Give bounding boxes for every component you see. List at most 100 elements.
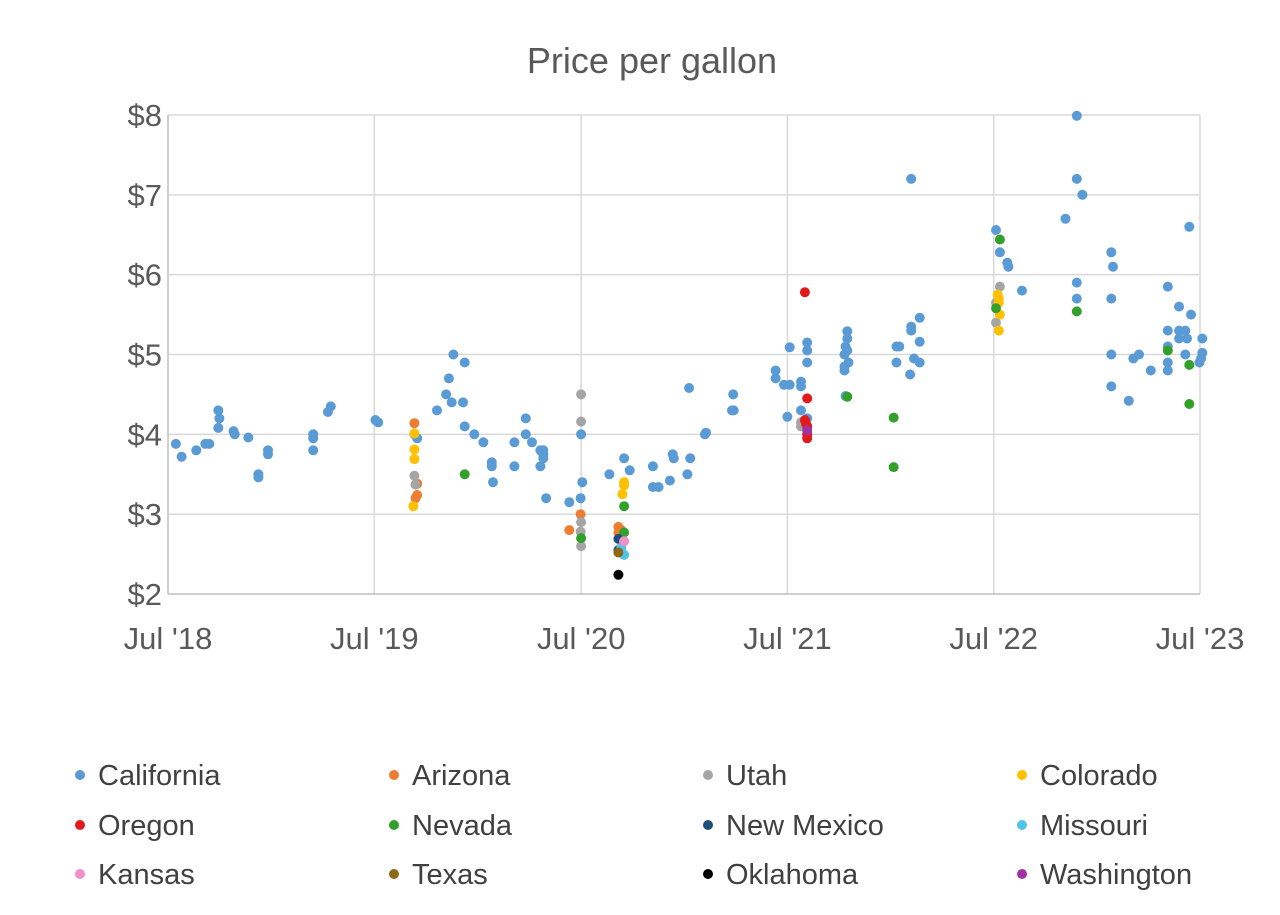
point-california xyxy=(1123,395,1134,406)
point-nevada xyxy=(459,469,470,480)
point-california xyxy=(701,427,711,438)
point-california xyxy=(682,469,693,480)
point-nevada xyxy=(842,391,853,402)
point-california xyxy=(213,405,224,416)
point-california xyxy=(1182,333,1192,344)
point-california xyxy=(204,438,215,449)
point-california xyxy=(191,445,202,456)
point-colorado xyxy=(993,325,1004,336)
point-nevada xyxy=(1184,399,1195,409)
point-utah xyxy=(409,470,420,481)
legend-label: Oregon xyxy=(98,810,195,842)
point-california xyxy=(664,475,675,486)
point-utah xyxy=(576,541,587,552)
point-california xyxy=(728,405,739,416)
point-california xyxy=(1184,221,1195,232)
point-california xyxy=(486,461,497,472)
point-california xyxy=(1145,365,1156,376)
point-california xyxy=(170,438,181,449)
y-tick-label: $7 xyxy=(128,178,162,213)
point-nevada xyxy=(1071,306,1082,317)
point-california xyxy=(914,357,925,368)
point-nevada xyxy=(888,412,899,423)
data-points xyxy=(170,110,1208,580)
point-california xyxy=(564,497,575,508)
point-nevada xyxy=(994,234,1005,245)
legend-label: Kansas xyxy=(98,859,195,891)
point-california xyxy=(1060,213,1071,224)
legend-item-missouri: Missouri xyxy=(1017,810,1148,842)
point-california xyxy=(1134,349,1144,360)
legend-label: New Mexico xyxy=(726,810,884,842)
x-tick-label: Jul '22 xyxy=(949,621,1038,656)
point-california xyxy=(538,449,549,460)
point-nevada xyxy=(991,303,1001,314)
point-california xyxy=(1071,293,1082,304)
point-california xyxy=(1162,281,1173,292)
point-california xyxy=(575,493,586,504)
point-california xyxy=(325,401,336,412)
point-nevada xyxy=(1184,359,1195,370)
point-california xyxy=(891,357,902,368)
point-california xyxy=(176,451,187,462)
point-california xyxy=(782,411,793,422)
point-california xyxy=(243,432,254,443)
point-california xyxy=(624,465,635,476)
point-california xyxy=(685,453,696,464)
point-california xyxy=(684,383,695,393)
point-nevada xyxy=(1162,345,1173,356)
point-california xyxy=(443,373,454,384)
point-arizona xyxy=(575,509,586,520)
point-colorado xyxy=(409,444,420,455)
point-california xyxy=(802,337,813,348)
legend-item-california: California xyxy=(75,760,221,792)
legend-item-nevada: Nevada xyxy=(389,810,513,842)
point-california xyxy=(520,413,531,424)
y-tick-label: $4 xyxy=(128,417,162,452)
x-tick-label: Jul '20 xyxy=(537,621,626,656)
point-california xyxy=(527,437,537,448)
series-arizona xyxy=(409,418,627,538)
series-kansas xyxy=(619,536,630,547)
point-california xyxy=(842,333,853,344)
point-california xyxy=(1174,301,1185,312)
point-utah xyxy=(576,517,587,528)
point-california xyxy=(914,336,925,347)
point-california xyxy=(1077,189,1088,200)
legend-item-oklahoma: Oklahoma xyxy=(703,859,859,891)
series-colorado xyxy=(408,289,1005,512)
point-california xyxy=(905,369,916,380)
point-california xyxy=(446,397,457,408)
legend-marker xyxy=(703,869,713,879)
legend-marker xyxy=(389,770,399,780)
point-california xyxy=(253,472,264,483)
point-california xyxy=(432,405,442,416)
point-california xyxy=(1071,277,1082,288)
point-california xyxy=(459,421,470,432)
point-california xyxy=(1186,309,1196,320)
point-california xyxy=(263,449,273,460)
point-california xyxy=(784,379,795,390)
legend-item-kansas: Kansas xyxy=(75,859,195,891)
legend: California Arizona Utah Colorado Oregon Nevad… xyxy=(75,760,1192,891)
point-california xyxy=(1197,333,1208,344)
point-california xyxy=(728,389,739,400)
point-california xyxy=(1106,381,1117,392)
point-nevada xyxy=(619,501,630,512)
point-california xyxy=(214,413,225,424)
point-california xyxy=(577,477,588,488)
gridlines xyxy=(168,114,1201,594)
point-utah xyxy=(994,281,1005,292)
point-california xyxy=(653,482,664,492)
legend-label: Nevada xyxy=(412,810,513,842)
point-california xyxy=(991,225,1001,235)
y-tick-label: $8 xyxy=(128,98,162,133)
legend-label: Colorado xyxy=(1040,760,1158,792)
legend-marker xyxy=(1017,869,1027,879)
legend-marker xyxy=(703,770,713,780)
legend-item-colorado: Colorado xyxy=(1017,760,1158,792)
point-california xyxy=(373,417,384,428)
legend-item-washington: Washington xyxy=(1017,859,1192,891)
point-california xyxy=(784,342,795,353)
